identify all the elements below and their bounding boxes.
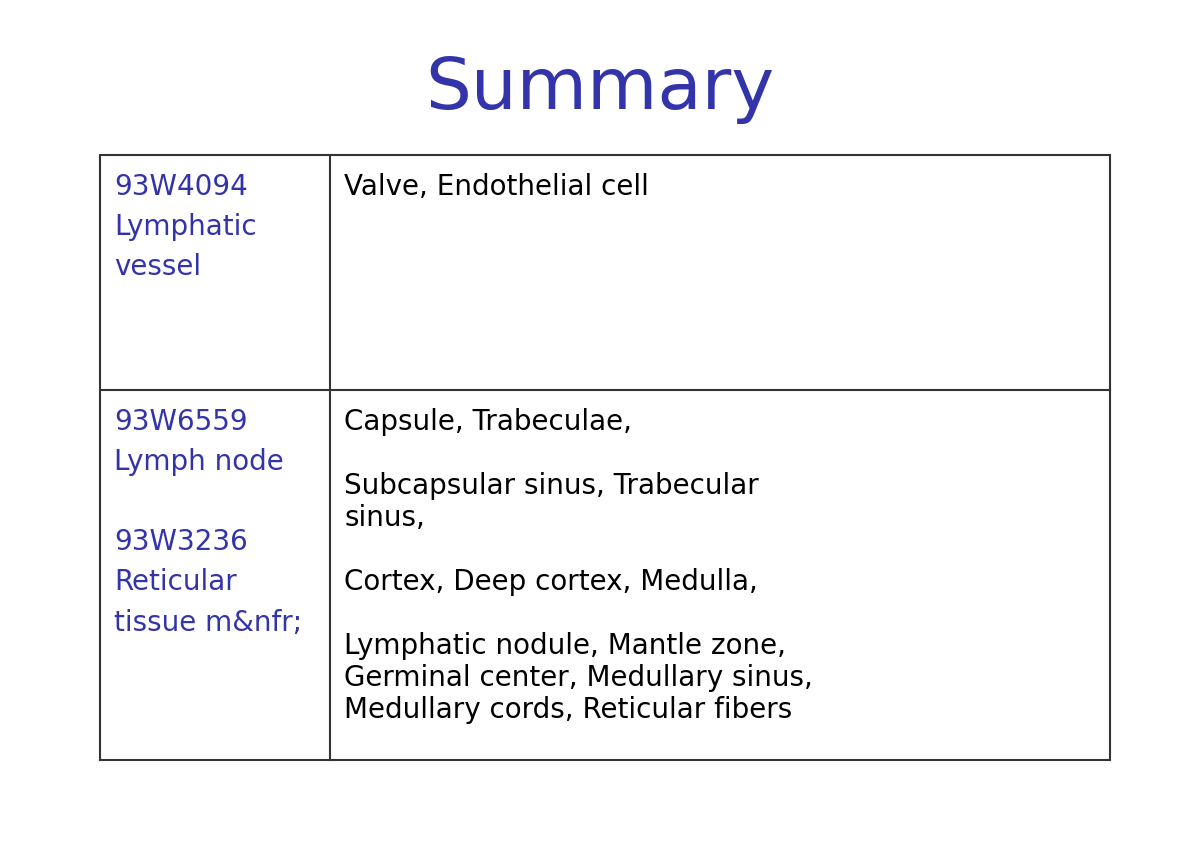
Text: 93W6559
Lymph node

93W3236
Reticular
tissue m&nfr;: 93W6559 Lymph node 93W3236 Reticular tis… [114,408,302,637]
Text: Lymphatic nodule, Mantle zone,: Lymphatic nodule, Mantle zone, [344,632,786,660]
Text: Medullary cords, Reticular fibers: Medullary cords, Reticular fibers [344,696,792,724]
Text: Valve, Endothelial cell: Valve, Endothelial cell [344,173,649,201]
Text: Germinal center, Medullary sinus,: Germinal center, Medullary sinus, [344,664,812,692]
Text: Capsule, Trabeculae,: Capsule, Trabeculae, [344,408,632,436]
Text: 93W4094
Lymphatic
vessel: 93W4094 Lymphatic vessel [114,173,257,282]
Text: Summary: Summary [426,55,774,125]
Text: Subcapsular sinus, Trabecular: Subcapsular sinus, Trabecular [344,472,758,500]
Bar [100,155,1110,760]
Text: sinus,: sinus, [344,504,425,532]
Text: Cortex, Deep cortex, Medulla,: Cortex, Deep cortex, Medulla, [344,568,758,596]
